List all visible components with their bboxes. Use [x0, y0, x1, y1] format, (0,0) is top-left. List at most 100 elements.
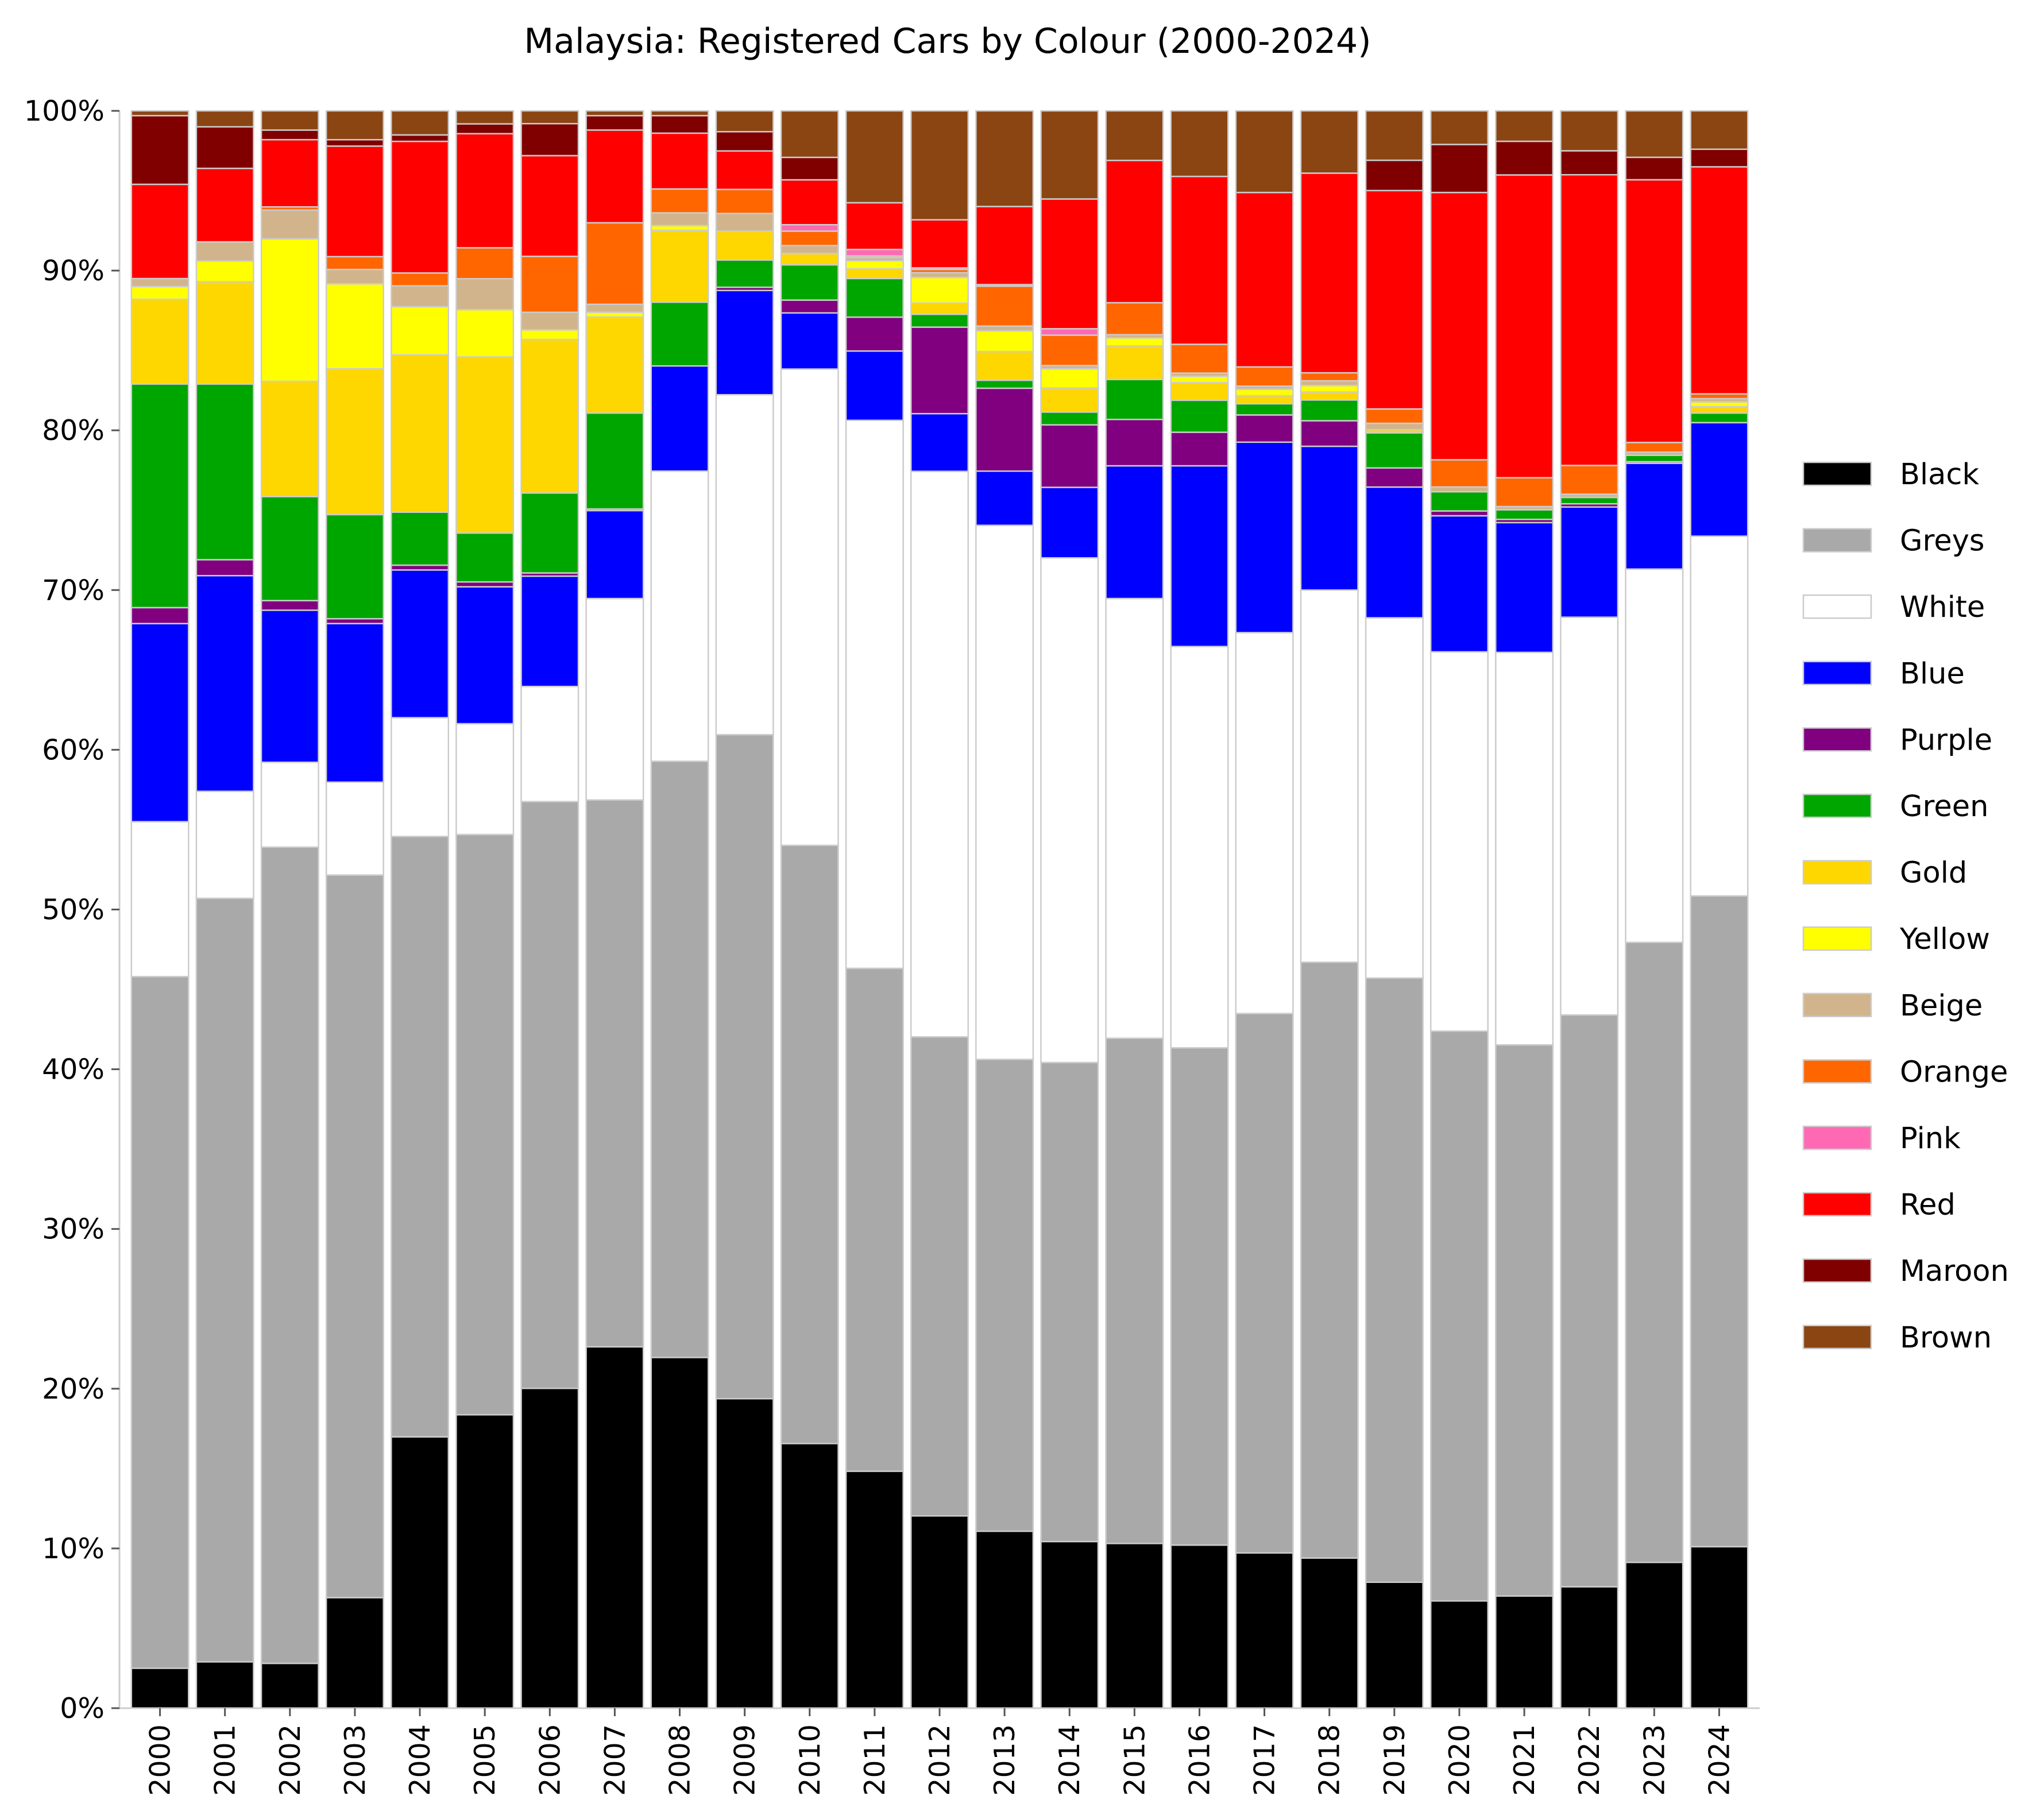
- x-tick-label: 2021: [1508, 1724, 1541, 1796]
- x-tick-label: 2014: [1053, 1724, 1086, 1796]
- bar-segment-white-2012: [910, 470, 969, 1038]
- bar-segment-orange-2016: [1170, 343, 1229, 374]
- bar-segment-brown-2022: [1560, 110, 1619, 152]
- bar-segment-black-2024: [1690, 1546, 1749, 1709]
- bar-segment-orange-2004: [391, 272, 450, 287]
- bar-segment-red-2024: [1690, 166, 1749, 395]
- bar-segment-orange-2003: [325, 256, 384, 271]
- x-tick-label: 2018: [1313, 1724, 1346, 1796]
- bar-segment-gold-2004: [391, 354, 450, 513]
- bar-segment-beige-2020: [1429, 486, 1489, 493]
- bar-segment-blue-2008: [650, 365, 709, 472]
- bar-segment-brown-2014: [1040, 110, 1099, 200]
- bar-segment-greys-2004: [391, 836, 450, 1438]
- bar-segment-orange-2006: [520, 256, 579, 314]
- legend-label-red: Red: [1900, 1188, 1956, 1222]
- bar-segment-orange-2005: [455, 247, 515, 280]
- bar-segment-red-2014: [1040, 198, 1099, 330]
- bar-segment-black-2003: [325, 1597, 384, 1709]
- bar-segment-black-2013: [975, 1530, 1034, 1709]
- bar-segment-beige-2000: [130, 277, 190, 288]
- bar-segment-pink-2010: [780, 223, 839, 232]
- bar-segment-gold-2014: [1040, 387, 1099, 413]
- bar-segment-black-2002: [260, 1662, 319, 1709]
- bar-segment-green-2003: [325, 513, 384, 620]
- x-tick-label: 2007: [598, 1724, 631, 1796]
- bar-segment-maroon-2024: [1690, 148, 1749, 168]
- x-tick-label: 2010: [794, 1724, 826, 1796]
- bar-segment-brown-2009: [715, 110, 774, 133]
- legend-swatch-yellow: [1802, 926, 1872, 951]
- bar-segment-yellow-2003: [325, 283, 384, 370]
- bar-segment-purple-2003: [325, 617, 384, 624]
- bar-segment-maroon-2004: [391, 134, 450, 142]
- x-tick-label: 2011: [859, 1724, 891, 1796]
- bar-segment-blue-2001: [195, 575, 254, 792]
- legend-label-maroon: Maroon: [1900, 1254, 2009, 1288]
- legend-label-orange: Orange: [1900, 1055, 2008, 1089]
- x-tick-label: 2015: [1118, 1724, 1151, 1796]
- bar-segment-greys-2008: [650, 760, 709, 1358]
- bar-segment-green-2024: [1690, 412, 1749, 424]
- bar-segment-yellow-2015: [1105, 337, 1164, 347]
- bar-segment-red-2006: [520, 155, 579, 257]
- bar-segment-black-2019: [1365, 1581, 1424, 1709]
- bar-segment-beige-2002: [260, 209, 319, 240]
- bar-segment-greys-2016: [1170, 1047, 1229, 1546]
- bar-segment-white-2001: [195, 790, 254, 899]
- bar-segment-brown-2001: [195, 110, 254, 128]
- bar-segment-gold-2003: [325, 368, 384, 516]
- bar-segment-greys-2017: [1235, 1013, 1294, 1554]
- bar-segment-gold-2012: [910, 302, 969, 315]
- bar-segment-gold-2006: [520, 338, 579, 494]
- bar-segment-maroon-2020: [1429, 144, 1489, 194]
- bar-segment-yellow-2016: [1170, 375, 1229, 384]
- bar-segment-black-2011: [845, 1470, 904, 1709]
- bar-segment-white-2013: [975, 524, 1034, 1060]
- x-tick-label: 2008: [664, 1724, 697, 1796]
- bar-segment-gold-2016: [1170, 381, 1229, 401]
- bar-segment-orange-2015: [1105, 302, 1164, 335]
- bar-segment-green-2000: [130, 383, 190, 609]
- bar-segment-beige-2008: [650, 212, 709, 227]
- bar-segment-orange-2017: [1235, 366, 1294, 387]
- bar-segment-black-2021: [1495, 1595, 1554, 1709]
- bar-segment-red-2009: [715, 150, 774, 191]
- bar-segment-white-2010: [780, 368, 839, 847]
- bar-segment-beige-2018: [1300, 380, 1359, 387]
- y-tick-label: 100%: [24, 95, 105, 128]
- legend-label-purple: Purple: [1900, 723, 1992, 757]
- bar-segment-orange-2010: [780, 230, 839, 246]
- legend-swatch-green: [1802, 793, 1872, 818]
- bar-segment-green-2010: [780, 264, 839, 301]
- bar-segment-green-2023: [1625, 454, 1684, 463]
- bar-segment-blue-2007: [585, 509, 644, 600]
- bar-segment-green-2013: [975, 379, 1034, 389]
- x-tick-label: 2012: [924, 1724, 956, 1796]
- x-tick-label: 2005: [469, 1724, 501, 1796]
- bars-layer: [130, 110, 1749, 1709]
- legend-swatch-blue: [1802, 661, 1872, 686]
- x-tick-label: 2017: [1249, 1724, 1281, 1796]
- bar-segment-white-2009: [715, 393, 774, 736]
- bar-segment-brown-2010: [780, 110, 839, 159]
- bar-segment-gold-2009: [715, 230, 774, 261]
- bar-segment-green-2002: [260, 496, 319, 601]
- y-tick-label: 10%: [42, 1532, 105, 1565]
- bar-segment-red-2007: [585, 129, 644, 224]
- bar-segment-maroon-2003: [325, 138, 384, 147]
- bar-segment-greys-2022: [1560, 1014, 1619, 1588]
- bar-segment-purple-2013: [975, 387, 1034, 472]
- bar-segment-green-2020: [1429, 491, 1489, 512]
- bar-segment-gold-2024: [1690, 406, 1749, 414]
- bar-segment-gold-2007: [585, 316, 644, 414]
- bar-segment-beige-2003: [325, 268, 384, 285]
- bar-segment-orange-2019: [1365, 408, 1424, 424]
- bar-segment-brown-2007: [585, 110, 644, 117]
- legend-swatch-orange: [1802, 1059, 1872, 1084]
- bar-segment-white-2008: [650, 470, 709, 762]
- bar-segment-greys-2024: [1690, 895, 1749, 1548]
- bar-segment-gold-2005: [455, 356, 515, 534]
- bar-segment-greys-2021: [1495, 1044, 1554, 1597]
- bar-segment-blue-2009: [715, 289, 774, 396]
